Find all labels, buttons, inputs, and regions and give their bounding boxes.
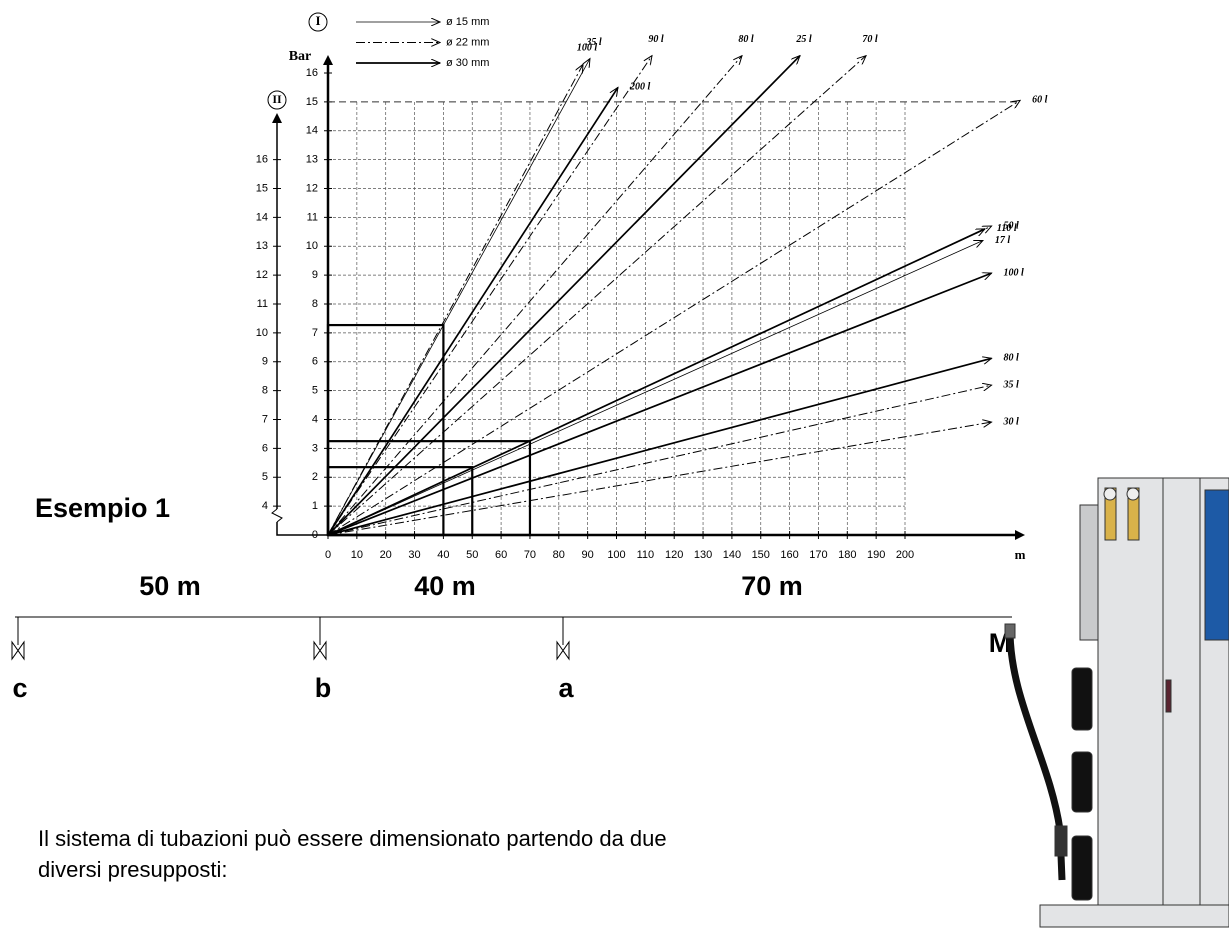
page: I II Bar m 01020304050607080901001101201… [0,0,1229,932]
point-label: c [12,673,27,703]
segment-length: 70 m [741,571,803,601]
y2-tick-label: 11 [257,298,268,310]
y-tick-label: 0 [312,529,318,541]
flow-line [328,59,590,535]
y2-tick-label: 5 [262,471,268,483]
y-tick-label: 2 [312,471,318,483]
y2-tick-label: 14 [256,211,268,223]
x-tick-label: 10 [351,549,363,561]
machine [1005,478,1229,927]
valves [12,617,569,659]
axis-I-label: I [315,13,320,28]
y2-tick-label: 7 [262,413,268,425]
segment-length: 50 m [139,571,201,601]
y2-tick-label: 4 [262,500,268,512]
flow-line [328,56,800,535]
flow-line [328,56,742,535]
x-tick-label: 160 [780,549,798,561]
flow-line [328,273,992,535]
y2-tick-label: 13 [256,240,268,252]
flow-label: 200 l [629,82,651,93]
y-tick-label: 5 [312,385,318,397]
x-tick-label: 130 [694,549,712,561]
x-tick-label: 110 [637,549,655,561]
y-tick-label: 16 [306,67,318,79]
y2-axis [277,522,328,535]
y2-tick-label: 6 [262,442,268,454]
segment-length: 40 m [414,571,476,601]
x-tick-label: 120 [665,549,683,561]
x-tick-label: 50 [466,549,478,561]
y-tick-label: 3 [312,442,318,454]
y2-tick-label: 8 [262,385,268,397]
y-tick-label: 13 [306,154,318,166]
x-tick-label: 60 [495,549,507,561]
legend-label: ø 30 mm [446,57,489,69]
flow-label: 25 l [795,34,812,45]
flow-label: 30 l [1003,416,1020,427]
flow-line [328,422,992,535]
y2-tick-label: 12 [256,269,268,281]
flow-label: 100 l [1004,267,1025,278]
flow-label: 35 l [1003,379,1020,390]
flow-label: 60 l [1032,95,1048,106]
x-tick-label: 20 [380,549,392,561]
x-tick-label: 0 [325,549,331,561]
paragraph: diversi presupposti: [38,857,228,882]
x-tick-label: 200 [896,549,914,561]
y-tick-label: 15 [306,96,318,108]
x-tick-label: 180 [838,549,856,561]
legend-label: ø 22 mm [446,36,489,48]
point-label: b [315,673,332,703]
y2-tick-label: 10 [256,327,268,339]
example-title: Esempio 1 [35,493,170,523]
y-tick-label: 11 [307,211,318,223]
flow-line [328,240,983,535]
flow-label: 80 l [1004,353,1020,364]
x-axis-title: m [1015,547,1026,562]
flow-label: 35 l [585,37,602,48]
y-tick-label: 12 [306,182,318,194]
y2-tick-label: 9 [262,356,268,368]
y-tick-label: 9 [312,269,318,281]
x-tick-label: 150 [752,549,770,561]
x-tick-label: 190 [867,549,885,561]
point-label: a [558,673,574,703]
y-tick-label: 7 [312,327,318,339]
x-tick-label: 90 [582,549,594,561]
flow-label: 17 l [995,235,1011,246]
axis-II-label: II [272,92,282,106]
x-tick-label: 170 [809,549,827,561]
y-tick-label: 8 [312,298,318,310]
flow-line [328,56,652,535]
y2-tick-label: 15 [256,182,268,194]
legend-label: ø 15 mm [446,16,489,28]
axis-break [272,509,282,522]
flow-label: 90 l [648,34,664,45]
x-tick-label: 140 [723,549,741,561]
y2-tick-label: 16 [256,154,268,166]
x-tick-label: 70 [524,549,536,561]
flow-label: 80 l [738,34,754,45]
paragraph: Il sistema di tubazioni può essere dimen… [38,826,667,851]
y-tick-label: 10 [306,240,318,252]
y-tick-label: 4 [312,413,318,425]
y-axis-title: Bar [289,49,312,64]
flow-label: 50 l [1004,220,1020,231]
y-tick-label: 6 [312,356,318,368]
y-tick-label: 14 [306,125,318,137]
x-tick-label: 40 [437,549,449,561]
flow-label: 70 l [862,34,878,45]
flow-line [328,64,583,535]
y-tick-label: 1 [312,500,318,512]
x-tick-label: 100 [607,549,625,561]
flow-line [328,385,992,535]
flow-line [328,358,992,535]
x-tick-label: 80 [553,549,565,561]
x-tick-label: 30 [408,549,420,561]
